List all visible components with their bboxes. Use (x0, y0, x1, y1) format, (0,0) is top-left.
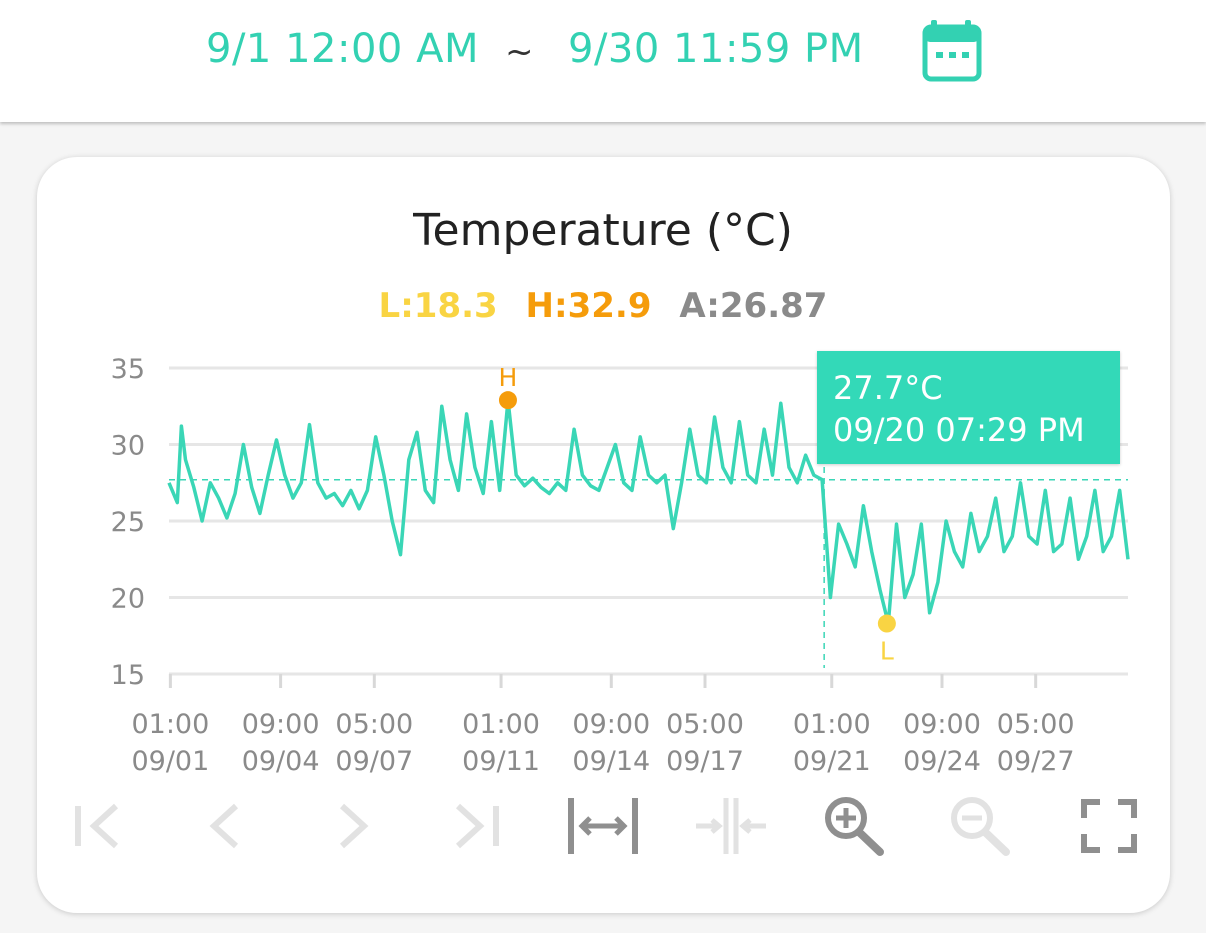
date-range-bar: 9/1 12:00 AM ~ 9/30 11:59 PM (0, 0, 1206, 122)
stats-row: L:18.3 H:32.9 A:26.87 (0, 286, 1206, 326)
x-tick-label: 09:00 (242, 709, 320, 740)
calendar-icon[interactable] (921, 18, 983, 82)
first-page-icon[interactable] (66, 794, 136, 858)
chart-title: Temperature (°C) (413, 205, 793, 256)
x-tick-label: 09/21 (793, 746, 871, 777)
temperature-series-line (167, 398, 1130, 626)
x-tick-label: 09:00 (572, 709, 650, 740)
x-tick-label: 01:00 (793, 709, 871, 740)
y-tick-label: 20 (111, 584, 145, 615)
stat-average: A:26.87 (679, 286, 828, 326)
range-separator: ~ (505, 32, 534, 72)
high-point-label: H (499, 363, 518, 392)
x-tick-label: 09/01 (131, 746, 209, 777)
y-tick-label: 30 (111, 431, 145, 462)
stat-low: L:18.3 (378, 286, 498, 326)
chart-card (37, 157, 1170, 913)
x-tick-label: 09:00 (903, 709, 981, 740)
last-page-icon[interactable] (444, 794, 514, 858)
y-tick-label: 35 (111, 354, 145, 385)
x-tick-label: 05:00 (335, 709, 413, 740)
x-tick-label: 09/04 (242, 746, 320, 777)
low-point-label: L (880, 637, 894, 666)
x-tick-label: 09/07 (335, 746, 413, 777)
fullscreen-icon[interactable] (1074, 794, 1144, 858)
x-tick-label: 09/27 (997, 746, 1075, 777)
x-tick-label: 01:00 (462, 709, 540, 740)
tooltip-value: 27.7°C (833, 369, 943, 407)
shrink-horizontal-icon[interactable] (694, 794, 766, 858)
x-tick-label: 01:00 (131, 709, 209, 740)
x-tick-label: 09/14 (572, 746, 650, 777)
y-tick-label: 15 (111, 660, 145, 691)
chevron-left-icon[interactable] (192, 794, 262, 858)
low-point-marker (877, 614, 896, 633)
zoom-out-icon[interactable] (946, 794, 1016, 858)
x-tick-label: 09/11 (462, 746, 540, 777)
chevron-right-icon[interactable] (318, 794, 388, 858)
range-start-text[interactable]: 9/1 12:00 AM (206, 26, 479, 72)
tooltip-time: 09/20 07:29 PM (833, 411, 1085, 449)
x-tick-label: 05:00 (666, 709, 744, 740)
x-tick-label: 05:00 (997, 709, 1075, 740)
y-tick-label: 25 (111, 507, 145, 538)
high-point-marker (498, 391, 517, 410)
chart-tooltip: 27.7°C 09/20 07:29 PM (817, 351, 1120, 464)
zoom-in-icon[interactable] (820, 794, 890, 858)
stat-high: H:32.9 (525, 286, 652, 326)
expand-horizontal-icon[interactable] (566, 794, 638, 858)
x-tick-label: 09/17 (666, 746, 744, 777)
range-end-text[interactable]: 9/30 11:59 PM (568, 26, 864, 72)
x-tick-label: 09/24 (903, 746, 981, 777)
